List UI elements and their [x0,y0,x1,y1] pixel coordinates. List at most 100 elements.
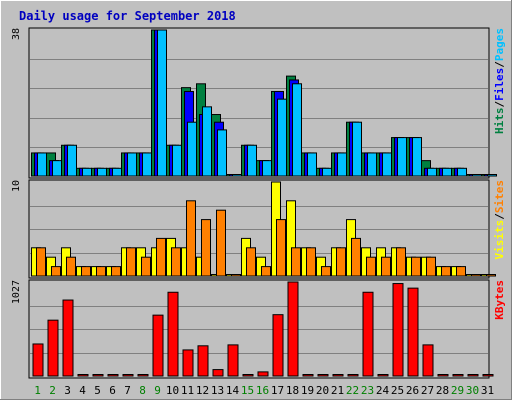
bar-sites-day-13 [216,209,226,277]
legend-entry: KBytes [493,280,506,320]
day-label-2: 2 [49,384,56,397]
legend-entry: Sites [493,180,506,213]
bar-sites-day-29 [456,266,466,277]
legend-kbytes: KBytes [493,280,506,320]
bar-kbytes-day-6 [107,374,119,377]
panel-kbytes: 1027 KBytes [11,279,506,379]
day-label-4: 4 [79,384,86,397]
bar-kbytes-day-13 [212,369,224,377]
legend-entry: / [493,61,506,68]
day-label-23: 23 [361,384,374,397]
bar-sites-day-12 [201,219,211,277]
bar-pages-day-13 [217,129,227,177]
bar-pages-day-27 [427,167,437,177]
bar-pages-day-28 [442,167,452,177]
bar-sites-day-16 [261,266,271,277]
bar-pages-day-30 [472,174,482,177]
bar-pages-day-3 [67,144,77,177]
day-label-17: 17 [271,384,284,397]
legend-entry: / [493,213,506,220]
bar-kbytes-day-15 [242,374,254,377]
bar-pages-day-2 [52,160,62,177]
day-label-16: 16 [256,384,269,397]
day-label-13: 13 [211,384,224,397]
bar-pages-day-10 [172,144,182,177]
bar-kbytes-day-21 [332,374,344,377]
bar-kbytes-day-12 [197,345,209,377]
bar-pages-day-4 [82,167,92,177]
bar-kbytes-day-30 [467,374,479,377]
day-label-24: 24 [376,384,390,397]
bar-sites-day-25 [396,247,406,277]
day-label-19: 19 [301,384,314,397]
bar-pages-day-15 [247,144,257,177]
legend-entry: Pages [493,28,506,61]
bar-pages-day-21 [337,152,347,177]
day-label-29: 29 [451,384,464,397]
day-label-14: 14 [226,384,240,397]
bar-pages-day-23 [367,152,377,177]
bar-sites-day-24 [381,256,391,277]
day-label-31: 31 [481,384,494,397]
bar-sites-day-14 [231,274,241,277]
bar-sites-day-18 [291,247,301,277]
day-label-12: 12 [196,384,209,397]
day-label-5: 5 [94,384,101,397]
bar-kbytes-day-17 [272,314,284,377]
chart-title: Daily usage for September 2018 [19,9,236,23]
bar-kbytes-day-27 [422,344,434,377]
bar-pages-day-16 [262,160,272,177]
bar-sites-day-10 [171,247,181,277]
bar-sites-day-4 [81,266,91,277]
day-label-6: 6 [109,384,116,397]
bar-kbytes-day-18 [287,281,299,377]
day-label-20: 20 [316,384,329,397]
bar-sites-day-31 [486,274,496,277]
bar-kbytes-day-22 [347,374,359,377]
bar-pages-day-11 [187,121,197,177]
bar-sites-day-30 [471,274,481,277]
bar-pages-day-5 [97,167,107,177]
bar-kbytes-day-1 [32,343,44,377]
day-label-10: 10 [166,384,179,397]
day-label-25: 25 [391,384,404,397]
day-label-18: 18 [286,384,299,397]
panel-visits-sites: 10 Visits/Sites [11,179,506,279]
y-max-label: 10 [11,180,22,192]
bar-kbytes-day-5 [92,374,104,377]
bar-pages-day-25 [397,137,407,177]
day-label-9: 9 [154,384,161,397]
bar-pages-day-8 [142,152,152,177]
bar-sites-day-28 [441,266,451,277]
bar-sites-day-11 [186,200,196,277]
bar-sites-day-20 [321,266,331,277]
bar-pages-day-31 [487,174,497,177]
bar-pages-day-12 [202,106,212,177]
day-label-3: 3 [64,384,71,397]
day-label-11: 11 [181,384,194,397]
bar-kbytes-day-9 [152,314,164,377]
bar-sites-day-22 [351,237,361,277]
day-label-30: 30 [466,384,479,397]
day-label-28: 28 [436,384,449,397]
x-axis-day-labels: 1 2 3 4 5 6 7 8 9 10 11 12 13 14 15 16 17 18 19 20 21 22 23 24 2… [34,384,494,397]
legend-visits-sites: Visits/Sites [493,180,506,260]
day-label-7: 7 [124,384,131,397]
bar-sites-day-21 [336,247,346,277]
bar-kbytes-day-16 [257,371,269,377]
bar-kbytes-day-29 [452,374,464,377]
day-label-26: 26 [406,384,419,397]
bar-sites-day-19 [306,247,316,277]
bar-pages-day-7 [127,152,137,177]
bar-sites-day-7 [126,247,136,277]
bar-pages-day-1 [37,152,47,177]
legend-entry: / [493,101,506,108]
bar-kbytes-day-4 [77,374,89,377]
bar-pages-day-18 [292,83,302,177]
bar-kbytes-day-24 [377,374,389,377]
bar-pages-day-14 [232,174,242,177]
bar-kbytes-day-11 [182,349,194,377]
bar-sites-day-23 [366,256,376,277]
